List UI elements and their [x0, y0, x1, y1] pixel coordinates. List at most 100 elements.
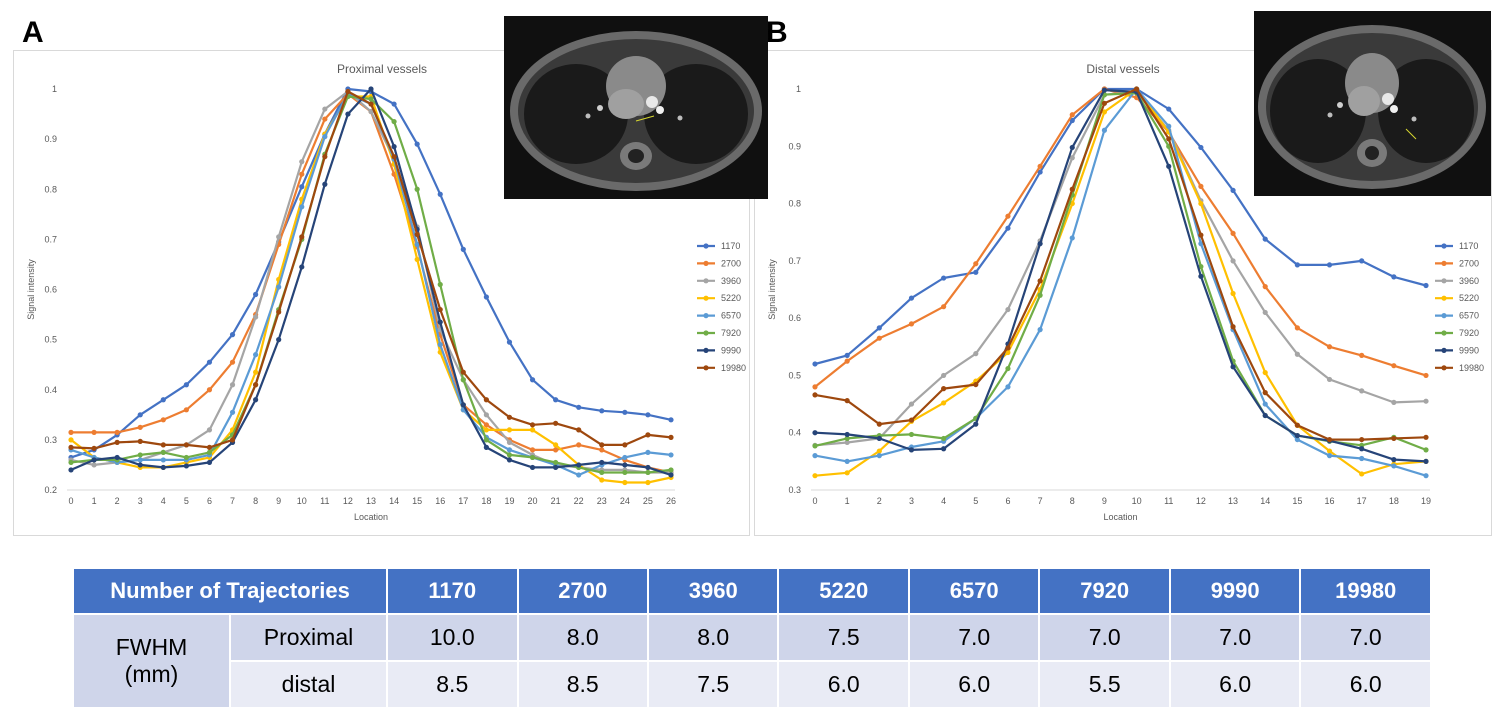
- data-point: [1262, 309, 1268, 316]
- y-tick-label: 0.8: [788, 199, 801, 209]
- data-point: [844, 358, 850, 364]
- data-point: [1359, 471, 1365, 477]
- data-point: [114, 454, 120, 461]
- x-tick-label: 3: [909, 496, 914, 506]
- data-point: [529, 464, 536, 471]
- data-point: [1423, 372, 1429, 379]
- x-tick-label: 12: [343, 496, 353, 506]
- table-cell: 7.0: [1168, 613, 1302, 662]
- data-point: [345, 88, 351, 95]
- data-point: [645, 432, 651, 438]
- data-point: [973, 381, 979, 388]
- data-point: [876, 421, 882, 427]
- data-point: [908, 431, 915, 438]
- x-tick-label: 7: [230, 496, 235, 506]
- column-header: 1170: [386, 567, 519, 615]
- x-tick-label: 8: [1070, 496, 1075, 506]
- legend-label: 2700: [1459, 258, 1479, 268]
- data-point: [941, 435, 947, 442]
- legend-marker: [1441, 278, 1447, 284]
- table-cell: 7.5: [646, 660, 780, 709]
- y-tick-label: 0.4: [44, 385, 57, 395]
- data-point: [553, 420, 559, 426]
- data-point: [553, 464, 559, 471]
- table-cell: 6.0: [1299, 660, 1432, 709]
- data-point: [183, 407, 189, 413]
- y-tick-label: 1: [52, 84, 57, 94]
- data-point: [299, 264, 305, 270]
- data-point: [1101, 127, 1108, 133]
- data-point: [114, 429, 120, 435]
- data-point: [973, 421, 979, 427]
- data-point: [1166, 136, 1172, 142]
- x-tick-label: 15: [1292, 496, 1302, 506]
- data-point: [114, 439, 120, 445]
- header-number-of-trajectories: Number of Trajectories: [71, 567, 389, 615]
- series-line-1170: [814, 87, 1427, 366]
- data-point: [1069, 117, 1075, 124]
- data-point: [973, 261, 979, 267]
- data-point: [299, 184, 305, 190]
- y-tick-label: 0.5: [44, 335, 57, 345]
- legend-label: 3960: [1459, 276, 1479, 286]
- data-point: [1262, 390, 1268, 396]
- data-point: [276, 234, 282, 240]
- table-header-row: Number of Trajectories 1170 2700 3960 52…: [71, 567, 1432, 615]
- data-point: [276, 337, 282, 343]
- x-axis-label: Location: [1103, 512, 1137, 522]
- table-cell: 8.5: [386, 660, 519, 709]
- data-point: [1391, 457, 1397, 463]
- x-tick-label: 20: [528, 496, 538, 506]
- x-tick-label: 15: [412, 496, 422, 506]
- data-point: [576, 472, 582, 478]
- legend-label: 5220: [721, 293, 741, 303]
- data-point: [1262, 369, 1268, 376]
- data-point: [1069, 186, 1075, 192]
- data-point: [1326, 453, 1333, 459]
- data-point: [1391, 435, 1397, 442]
- data-point: [460, 369, 466, 375]
- data-point: [137, 462, 143, 468]
- data-point: [812, 392, 818, 398]
- data-point: [1391, 463, 1397, 469]
- data-point: [1133, 86, 1140, 92]
- data-point: [1037, 169, 1043, 175]
- data-point: [253, 291, 259, 298]
- data-point: [599, 408, 605, 414]
- data-point: [160, 442, 166, 448]
- legend-label: 1170: [721, 241, 740, 251]
- y-axis-label: Signal intensity: [767, 259, 777, 320]
- x-tick-label: 11: [1164, 496, 1173, 506]
- data-point: [668, 434, 674, 440]
- legend-label: 7920: [721, 328, 741, 338]
- series-line-9990: [814, 88, 1427, 463]
- data-point: [137, 452, 143, 458]
- data-point: [183, 463, 189, 469]
- data-point: [368, 108, 374, 115]
- legend-marker: [703, 295, 709, 301]
- data-point: [345, 111, 351, 117]
- x-tick-label: 19: [1421, 496, 1431, 506]
- data-point: [1294, 422, 1300, 428]
- data-point: [1198, 273, 1204, 279]
- data-point: [391, 101, 397, 107]
- data-point: [1166, 123, 1172, 129]
- data-point: [844, 435, 850, 442]
- data-point: [183, 382, 189, 388]
- data-point: [1262, 236, 1268, 242]
- data-point: [483, 427, 489, 433]
- data-point: [68, 444, 74, 450]
- data-point: [437, 342, 443, 348]
- legend-label: 19980: [721, 363, 746, 373]
- data-point: [645, 469, 651, 476]
- data-point: [599, 459, 605, 466]
- legend-marker: [703, 313, 709, 319]
- data-point: [1359, 446, 1365, 452]
- data-point: [1359, 352, 1365, 358]
- data-point: [1326, 448, 1333, 454]
- legend-label: 19980: [1459, 363, 1484, 373]
- data-point: [1101, 109, 1108, 115]
- data-point: [553, 397, 559, 403]
- data-point: [1294, 436, 1300, 443]
- panel-label-b: B: [766, 16, 788, 49]
